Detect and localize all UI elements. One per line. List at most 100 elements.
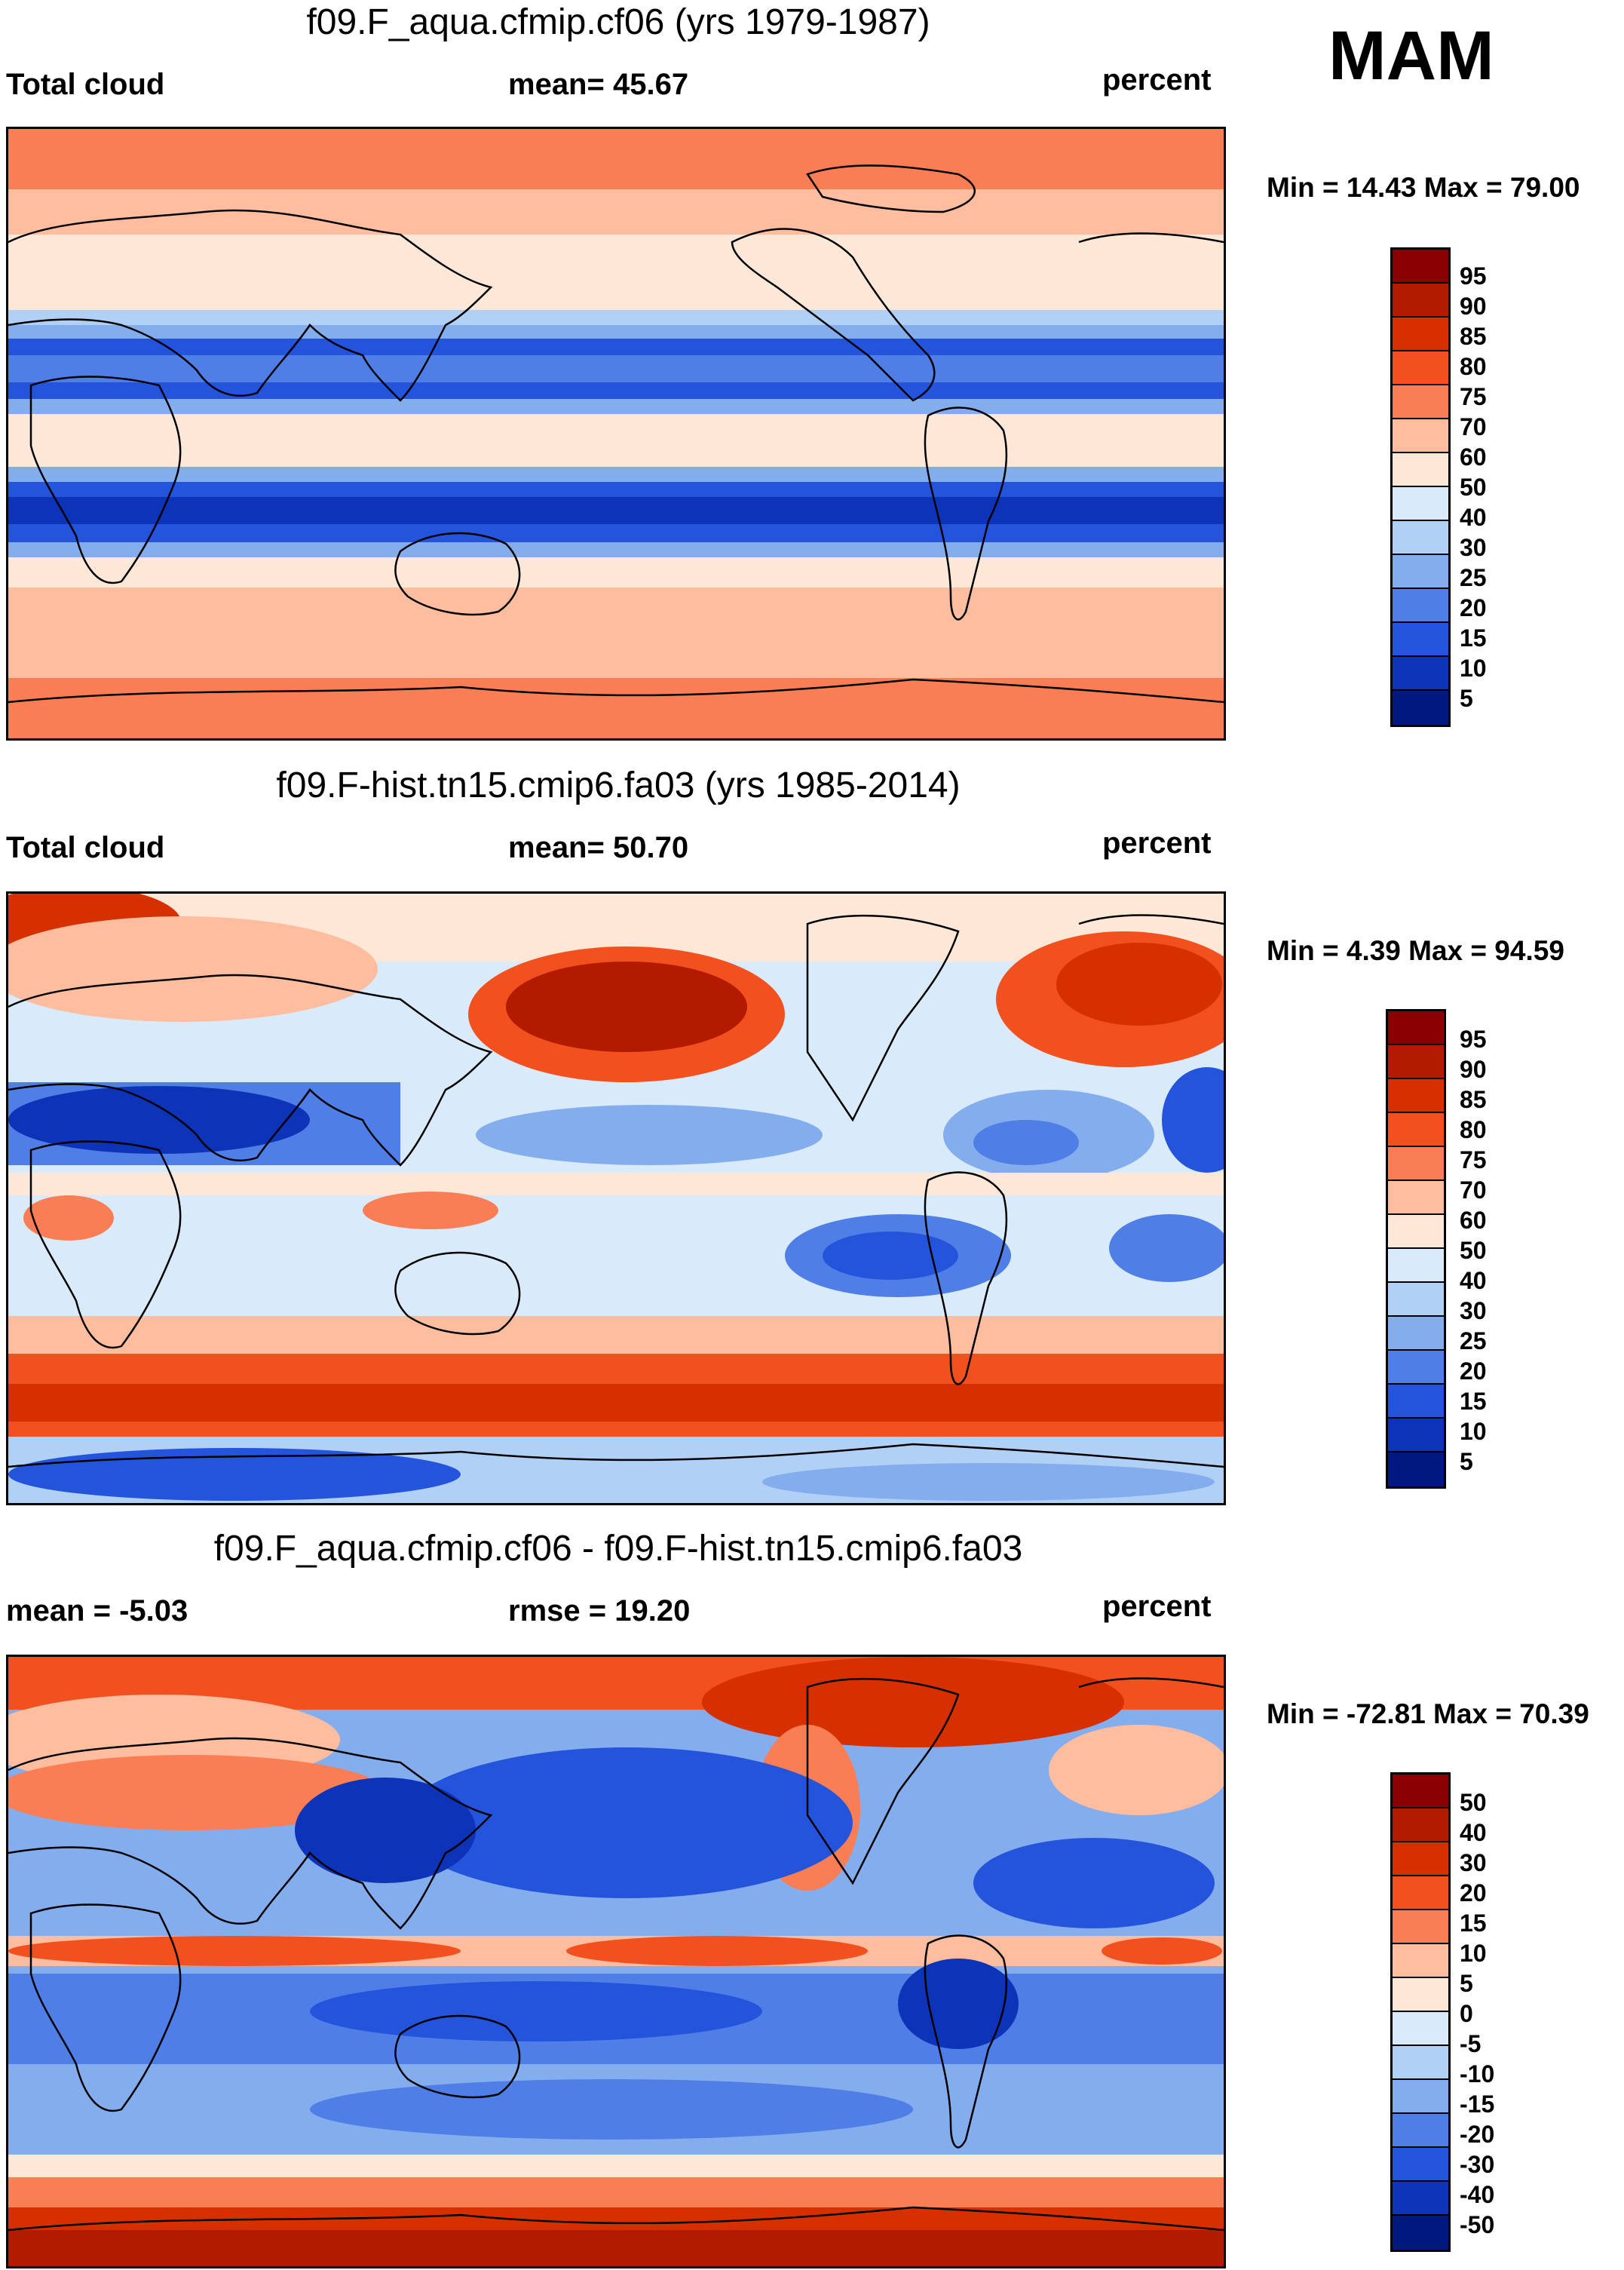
- panel-3-tick: -20: [1460, 2121, 1495, 2148]
- panel-1-mean-label: mean= 45.67: [508, 68, 689, 101]
- panel-1-tick: 25: [1460, 564, 1487, 591]
- panel-2-map: [6, 891, 1226, 1505]
- panel-2-title: f09.F-hist.tn15.cmip6.fa03 (yrs 1985-201…: [276, 765, 961, 805]
- panel-3-map: [6, 1655, 1226, 2268]
- panel-2-mean-label: mean= 50.70: [508, 831, 689, 864]
- panel-2-tick: 40: [1460, 1267, 1487, 1294]
- panel-1-colorbar-swatch: [1393, 250, 1448, 284]
- panel-3-colorbar-swatch: [1393, 1808, 1448, 1842]
- panel-1-tick: 75: [1460, 383, 1487, 410]
- panel-2-colorbar: [1386, 1009, 1446, 1489]
- panel-1-tick: 40: [1460, 504, 1487, 531]
- panel-2-tick: 70: [1460, 1176, 1487, 1204]
- panel-1-colorbar-swatch: [1393, 657, 1448, 691]
- panel-3-tick: 0: [1460, 2000, 1473, 2027]
- panel-2-tick: 15: [1460, 1388, 1487, 1415]
- panel-2-units-label: percent: [1102, 827, 1212, 860]
- panel-1-colorbar-swatch: [1393, 453, 1448, 487]
- panel-3-tick: 50: [1460, 1789, 1487, 1816]
- panel-3-colorbar-swatch: [1393, 1910, 1448, 1944]
- panel-2-tick: 5: [1460, 1448, 1473, 1475]
- panel-1-tick: 60: [1460, 443, 1487, 471]
- panel-2-map-svg: [8, 894, 1224, 1503]
- panel-1-colorbar-swatch: [1393, 555, 1448, 589]
- panel-2-tick: 85: [1460, 1086, 1487, 1113]
- panel-2-minmax: Min = 4.39 Max = 94.59: [1267, 935, 1564, 966]
- panel-1-variable-label: Total cloud: [6, 68, 165, 101]
- panel-1-tick: 50: [1460, 474, 1487, 501]
- panel-2-tick: 80: [1460, 1116, 1487, 1143]
- panel-2-tick: 60: [1460, 1207, 1487, 1234]
- panel-3-colorbar-swatch: [1393, 1876, 1448, 1910]
- panel-1-coastlines: [8, 164, 1224, 704]
- panel-1-colorbar-swatch: [1393, 419, 1448, 453]
- panel-2-tick: 30: [1460, 1297, 1487, 1324]
- panel-2-colorbar-swatch: [1388, 1147, 1444, 1181]
- panel-1-colorbar-swatch: [1393, 317, 1448, 351]
- panel-3-mean-label: mean = -5.03: [6, 1594, 188, 1627]
- panel-3-tick: -15: [1460, 2091, 1495, 2118]
- panel-2-colorbar-swatch: [1388, 1317, 1444, 1351]
- panel-1-tick: 70: [1460, 413, 1487, 440]
- panel-1-colorbar-swatch: [1393, 385, 1448, 419]
- panel-3-coastlines: [8, 1677, 1224, 2232]
- panel-1-title: f09.F_aqua.cfmip.cf06 (yrs 1979-1987): [306, 2, 930, 42]
- panel-2-tick: 20: [1460, 1357, 1487, 1385]
- season-label: MAM: [1328, 17, 1494, 94]
- panel-3-title: f09.F_aqua.cfmip.cf06 - f09.F-hist.tn15.…: [213, 1529, 1023, 1569]
- panel-1-tick: 20: [1460, 594, 1487, 621]
- panel-3-tick: 10: [1460, 1940, 1487, 1967]
- panel-3-colorbar-swatch: [1393, 1944, 1448, 1978]
- panel-1-units-label: percent: [1102, 63, 1212, 97]
- panel-2-colorbar-swatch: [1388, 1079, 1444, 1113]
- panel-1-colorbar-swatch: [1393, 487, 1448, 521]
- panel-2-tick: 50: [1460, 1237, 1487, 1264]
- panel-3-tick: 15: [1460, 1910, 1487, 1937]
- panel-2-variable-label: Total cloud: [6, 831, 165, 864]
- panel-3-tick: -10: [1460, 2060, 1495, 2087]
- panel-1-tick: 15: [1460, 624, 1487, 652]
- panel-3-tick: -5: [1460, 2030, 1482, 2057]
- panel-1-minmax: Min = 14.43 Max = 79.00: [1267, 172, 1580, 203]
- panel-1-colorbar: [1390, 247, 1451, 727]
- panel-3-tick: -30: [1460, 2151, 1495, 2178]
- panel-2-tick: 75: [1460, 1146, 1487, 1173]
- panel-3-colorbar-swatch: [1393, 1775, 1448, 1808]
- panel-2-tick: 25: [1460, 1327, 1487, 1354]
- panel-3-colorbar-swatch: [1393, 1842, 1448, 1876]
- panel-3-rmse-label: rmse = 19.20: [508, 1594, 691, 1627]
- panel-3-tick: -50: [1460, 2211, 1495, 2238]
- panel-2-colorbar-swatch: [1388, 1283, 1444, 1317]
- panel-3-colorbar-swatch: [1393, 1978, 1448, 2012]
- panel-3-colorbar-swatch: [1393, 2012, 1448, 2046]
- panel-3-minmax: Min = -72.81 Max = 70.39: [1267, 1698, 1589, 1729]
- panel-3-colorbar: [1390, 1772, 1451, 2252]
- panel-2-colorbar-swatch: [1388, 1249, 1444, 1283]
- panel-1-map: [6, 127, 1226, 741]
- panel-3-colorbar-swatch: [1393, 2182, 1448, 2216]
- panel-1-colorbar-swatch: [1393, 284, 1448, 317]
- panel-3-map-svg: [8, 1657, 1224, 2266]
- panel-2-colorbar-swatch: [1388, 1419, 1444, 1452]
- panel-1-tick: 80: [1460, 353, 1487, 380]
- panel-2-colorbar-swatch: [1388, 1215, 1444, 1249]
- panel-3-colorbar-swatch: [1393, 2216, 1448, 2250]
- panel-2-colorbar-swatch: [1388, 1045, 1444, 1079]
- panel-3-tick: 40: [1460, 1819, 1487, 1846]
- panel-2-colorbar-swatch: [1388, 1385, 1444, 1419]
- panel-3-colorbar-swatch: [1393, 2046, 1448, 2080]
- panel-1-tick: 95: [1460, 262, 1487, 290]
- panel-3-tick: -40: [1460, 2181, 1495, 2208]
- panel-1-colorbar-swatch: [1393, 351, 1448, 385]
- panel-1-tick: 90: [1460, 293, 1487, 320]
- panel-2-colorbar-swatch: [1388, 1351, 1444, 1385]
- panel-3-tick: 5: [1460, 1970, 1473, 1997]
- panel-2-colorbar-swatch: [1388, 1113, 1444, 1147]
- panel-1-colorbar-swatch: [1393, 521, 1448, 555]
- panel-1-tick: 85: [1460, 323, 1487, 350]
- panel-3-tick: 20: [1460, 1879, 1487, 1906]
- panel-2-tick: 10: [1460, 1418, 1487, 1445]
- panel-3-tick: 30: [1460, 1849, 1487, 1876]
- panel-1-tick: 30: [1460, 534, 1487, 561]
- panel-1-colorbar-swatch: [1393, 623, 1448, 657]
